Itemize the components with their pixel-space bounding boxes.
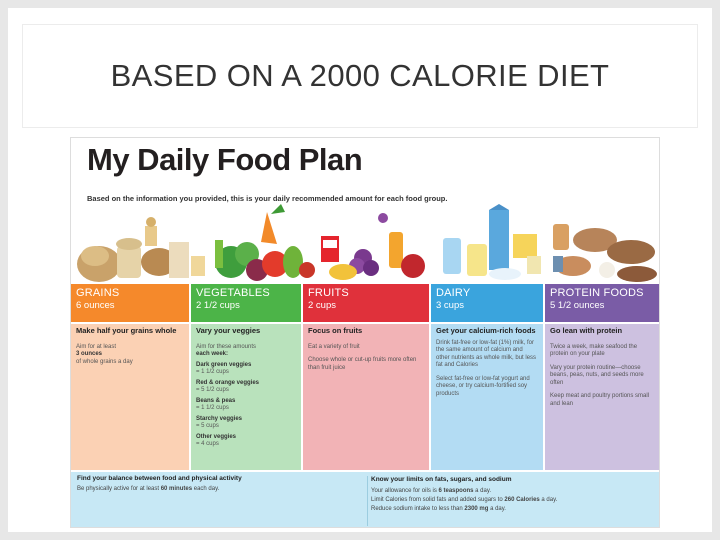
dairy-name: DAIRY xyxy=(436,287,471,299)
veg-item-amount: = 5 cups xyxy=(196,423,219,430)
food-plan-poster: My Daily Food Plan Based on the informat… xyxy=(70,137,660,528)
veg-item-amount: = 1 1/2 cups xyxy=(196,405,229,412)
grains-band: GRAINS 6 ounces xyxy=(71,284,189,322)
veg-item-amount: = 4 cups xyxy=(196,441,219,448)
limit-oils: Your allowance for oils is 6 teaspoons a… xyxy=(371,487,492,494)
veg-item-amount: = 5 1/2 cups xyxy=(196,387,229,394)
fruits-name: FRUITS xyxy=(308,287,349,299)
dairy-tip: Drink fat-free or low-fat (1%) milk, for… xyxy=(436,339,537,369)
protein-tip: Keep meat and poultry portions small and… xyxy=(550,393,650,407)
fruits-band: FRUITS 2 cups xyxy=(303,284,429,322)
fruits-heading: Focus on fruits xyxy=(308,326,363,335)
grains-heading: Make half your grains whole xyxy=(76,326,177,335)
veg-item-label: Beans & peas xyxy=(196,397,236,404)
slide-title-box: BASED ON A 2000 CALORIE DIET xyxy=(22,24,698,128)
limit-calories: Limit Calories from solid fats and added… xyxy=(371,496,558,503)
vegetables-amount: 2 1/2 cups xyxy=(196,300,240,311)
fruits-tip: Choose whole or cut-up fruits more often… xyxy=(308,357,417,371)
veg-item-label: Other veggies xyxy=(196,433,237,440)
limits-heading: Know your limits on fats, sugars, and so… xyxy=(371,476,512,483)
limits-section: Know your limits on fats, sugars, and so… xyxy=(371,475,655,514)
grains-food-image xyxy=(77,217,205,282)
protein-band: PROTEIN FOODS 5 1/2 ounces xyxy=(545,284,659,322)
veg-item-label: Starchy veggies xyxy=(196,415,243,422)
protein-food-image xyxy=(553,224,657,282)
fruits-tip: Eat a variety of fruit xyxy=(308,343,360,350)
veg-item-label: Dark green veggies xyxy=(196,361,252,368)
activity-text: Be physically active for at least 60 min… xyxy=(77,486,220,492)
protein-tip: Twice a week, make seafood the protein o… xyxy=(550,343,638,358)
fruits-food-image xyxy=(321,213,425,280)
dairy-amount: 3 cups xyxy=(436,300,464,311)
protein-name: PROTEIN FOODS xyxy=(550,287,644,299)
activity-heading: Find your balance between food and physi… xyxy=(77,475,242,482)
limit-sodium: Reduce sodium intake to less than 2300 m… xyxy=(371,505,506,512)
poster-title: My Daily Food Plan xyxy=(87,142,363,177)
grains-line: Aim for at least xyxy=(76,343,117,350)
dairy-tip: Select fat-free or low-fat yogurt and ch… xyxy=(436,375,530,397)
food-illustration xyxy=(77,204,657,282)
slide: BASED ON A 2000 CALORIE DIET My Daily Fo… xyxy=(8,8,712,532)
protein-heading: Go lean with protein xyxy=(550,326,623,335)
protein-tips: Go lean with protein Twice a week, make … xyxy=(545,324,659,470)
vegetables-tips: Vary your veggies Aim for these amounts … xyxy=(191,324,301,470)
vegetables-band: VEGETABLES 2 1/2 cups xyxy=(191,284,301,322)
vegetables-intro: Aim for these amounts xyxy=(196,343,257,350)
veg-item-label: Red & orange veggies xyxy=(196,379,260,386)
dairy-tips: Get your calcium-rich foods Drink fat-fr… xyxy=(431,324,543,470)
bottom-divider xyxy=(367,476,368,526)
fruits-tips: Focus on fruits Eat a variety of fruit C… xyxy=(303,324,429,470)
veg-item-amount: = 1 1/2 cups xyxy=(196,369,229,376)
protein-amount: 5 1/2 ounces xyxy=(550,300,605,311)
dairy-food-image xyxy=(443,204,541,280)
grains-amount: 6 ounces xyxy=(76,300,115,311)
vegetables-name: VEGETABLES xyxy=(196,287,270,299)
activity-section: Find your balance between food and physi… xyxy=(77,475,367,492)
poster-subtitle: Based on the information you provided, t… xyxy=(87,194,448,203)
grains-tips: Make half your grains whole Aim for at l… xyxy=(71,324,189,470)
dairy-band: DAIRY 3 cups xyxy=(431,284,543,322)
slide-title: BASED ON A 2000 CALORIE DIET xyxy=(110,58,610,93)
grains-name: GRAINS xyxy=(76,287,120,299)
grains-amount-line: 3 ounces xyxy=(76,351,103,358)
grains-line: of whole grains a day xyxy=(76,358,133,365)
vegetables-food-image xyxy=(215,204,315,281)
fruits-amount: 2 cups xyxy=(308,300,336,311)
dairy-heading: Get your calcium-rich foods xyxy=(436,326,536,335)
bottom-panel: Find your balance between food and physi… xyxy=(71,472,659,527)
protein-tip: Vary your protein routine—choose beans, … xyxy=(550,364,644,386)
vegetables-intro: each week: xyxy=(196,351,229,358)
vegetables-heading: Vary your veggies xyxy=(196,326,261,335)
